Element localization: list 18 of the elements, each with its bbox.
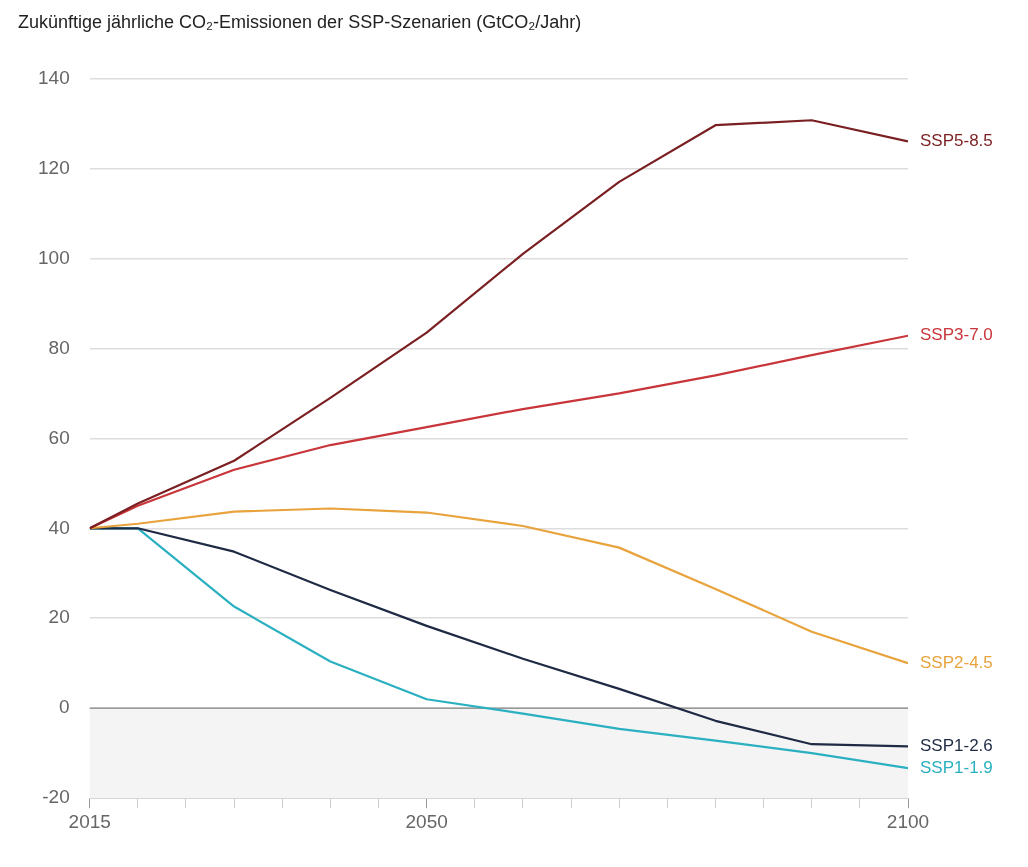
y-tick-label: 0 [59, 696, 70, 718]
y-tick-label: 120 [38, 156, 70, 178]
chart-title: Zukünftige jährliche CO₂-Emissionen der SSP-Szenarien (GtCO₂/Jahr) [18, 12, 583, 33]
y-tick-label: 140 [38, 66, 70, 88]
y-tick-label: 60 [48, 426, 70, 448]
series-label: SSP2-4.5 [920, 652, 993, 672]
y-tick-label: 100 [38, 246, 70, 268]
series-label: SSP3-7.0 [920, 325, 993, 345]
y-tick-label: -20 [42, 786, 70, 808]
series-label: SSP5-8.5 [920, 131, 993, 151]
series-label: SSP1-1.9 [920, 757, 993, 777]
y-tick-label: 40 [48, 516, 70, 538]
series-label: SSP1-2.6 [920, 736, 993, 756]
y-tick-label: 80 [48, 336, 70, 358]
y-tick-label: 20 [48, 606, 70, 628]
x-tick-label: 2015 [68, 810, 111, 832]
x-tick-label: 2100 [886, 810, 930, 832]
x-tick-label: 2050 [405, 810, 448, 832]
